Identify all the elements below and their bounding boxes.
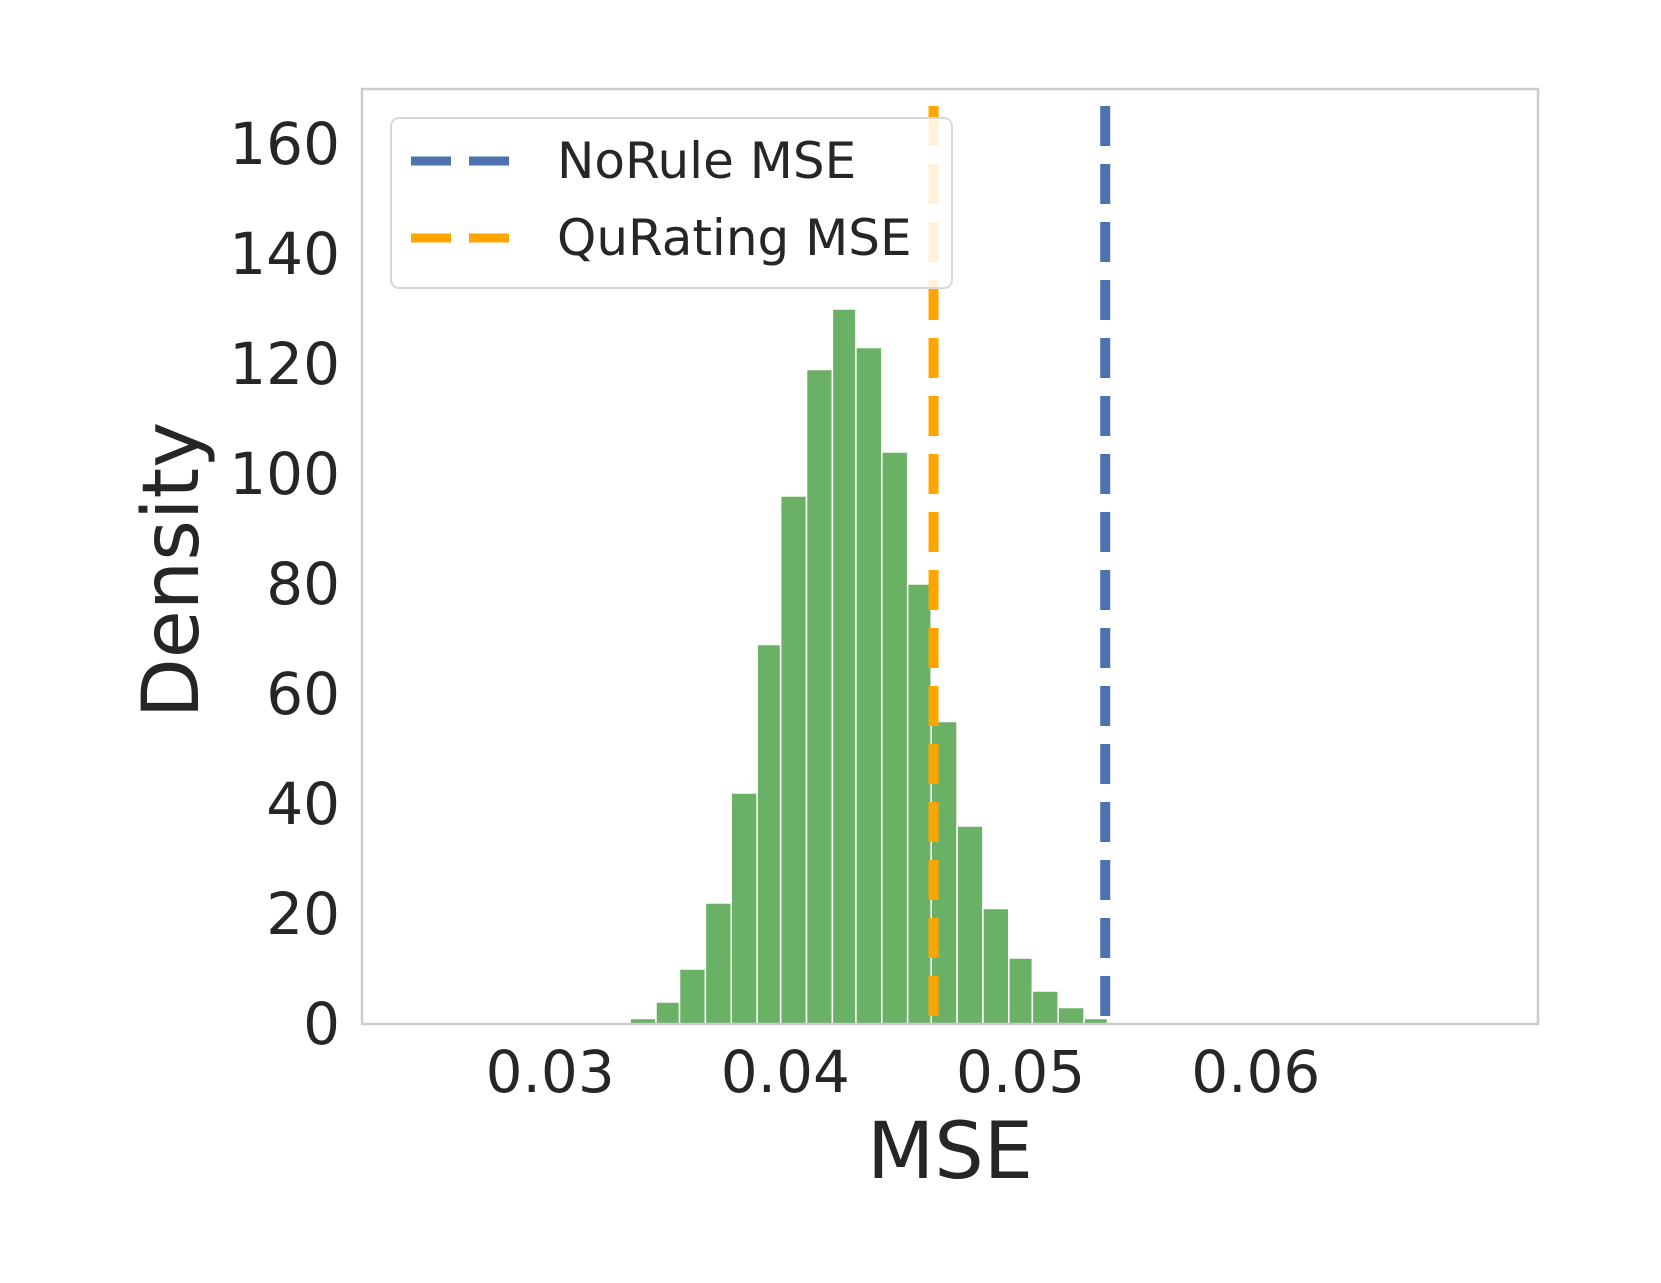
legend: NoRule MSE QuRating MSE <box>390 117 953 289</box>
x-axis-label: MSE <box>867 1107 1033 1197</box>
histogram-bar-3 <box>704 902 733 1025</box>
histogram-bar-11 <box>906 583 932 1025</box>
histogram-bar-7 <box>805 368 834 1025</box>
histogram-bar-1 <box>655 1001 681 1025</box>
histogram-bar-16 <box>1031 990 1059 1025</box>
x-axis-ticks: 0.03 0.04 0.05 0.06 <box>486 1038 1321 1106</box>
y-tick-label: 0 <box>303 990 340 1058</box>
histogram-bar-17 <box>1057 1006 1085 1025</box>
y-tick-label: 120 <box>229 330 340 398</box>
histogram-bar-5 <box>756 643 782 1025</box>
histogram-bar-4 <box>730 792 758 1025</box>
histogram-bar-14 <box>982 907 1010 1025</box>
x-tick-label: 0.06 <box>1191 1038 1320 1106</box>
y-tick-label: 20 <box>266 880 340 948</box>
y-tick-label: 60 <box>266 660 340 728</box>
histogram-bar-2 <box>678 968 707 1025</box>
y-tick-label: 140 <box>229 220 340 288</box>
y-tick-label: 40 <box>266 770 340 838</box>
plot-frame <box>360 87 1540 1026</box>
x-tick-label: 0.04 <box>721 1038 850 1106</box>
x-tick-label: 0.05 <box>956 1038 1085 1106</box>
legend-box <box>390 117 953 289</box>
x-tick-label: 0.03 <box>486 1038 615 1106</box>
legend-label-norule: NoRule MSE <box>557 132 856 190</box>
y-axis-label: Density <box>127 422 217 719</box>
y-tick-label: 160 <box>229 110 340 178</box>
histogram-bar-15 <box>1008 957 1034 1025</box>
histogram-bar-10 <box>881 451 909 1025</box>
histogram-bar-6 <box>779 495 808 1025</box>
histogram-bar-13 <box>956 825 984 1025</box>
legend-label-qurating: QuRating MSE <box>557 209 912 267</box>
histogram-bar-8 <box>831 308 857 1025</box>
y-tick-label: 100 <box>229 440 340 508</box>
y-tick-label: 80 <box>266 550 340 618</box>
histogram-bar-9 <box>855 346 883 1025</box>
y-axis-ticks: 0 20 40 60 80 100 120 140 160 <box>229 110 340 1058</box>
